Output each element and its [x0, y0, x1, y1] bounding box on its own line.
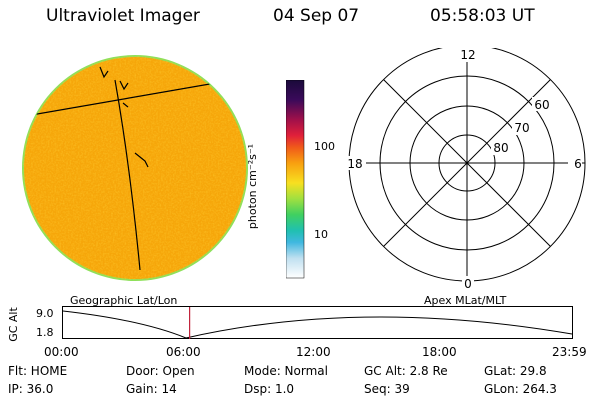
status-glat: GLat: 29.8	[484, 364, 547, 378]
colorbar-tick-10: 10	[314, 228, 328, 241]
status-gain: Gain: 14	[126, 382, 177, 396]
status-seq: Seq: 39	[364, 382, 410, 396]
uv-image-disk	[22, 55, 248, 281]
time-tick-0000: 00:00	[44, 345, 79, 359]
altitude-ytick-max: 9.0	[36, 307, 54, 320]
status-door: Door: Open	[126, 364, 195, 378]
time-tick-2359: 23:59	[552, 345, 587, 359]
status-ip: IP: 36.0	[8, 382, 54, 396]
mlt-label-12: 12	[460, 48, 475, 62]
status-gc-alt: GC Alt: 2.8 Re	[364, 364, 448, 378]
lat-label-60: 60	[534, 98, 549, 112]
app-title: Ultraviolet Imager	[46, 6, 200, 26]
mlt-label-18: 18	[347, 157, 362, 171]
date-label: 04 Sep 07	[273, 6, 360, 26]
time-tick-1800: 18:00	[422, 345, 457, 359]
status-glon: GLon: 264.3	[484, 382, 557, 396]
lat-label-80: 80	[493, 141, 508, 155]
status-mode: Mode: Normal	[244, 364, 328, 378]
altitude-ylabel: GC Alt	[6, 307, 20, 342]
disk-noise	[23, 56, 247, 280]
colorbar-tick-100: 100	[314, 140, 335, 153]
colorbar	[286, 80, 305, 279]
colorbar-unit-label: photon cm⁻²s⁻¹	[246, 143, 260, 230]
status-flt: Flt: HOME	[8, 364, 68, 378]
apex-mlat-mlt-label: Apex MLat/MLT	[424, 294, 507, 307]
mlt-label-6: 6	[574, 157, 582, 171]
altitude-ytick-min: 1.8	[36, 326, 54, 339]
status-dsp: Dsp: 1.0	[244, 382, 295, 396]
lat-label-70: 70	[514, 121, 529, 135]
time-tick-1200: 12:00	[296, 345, 331, 359]
mlt-label-0: 0	[464, 277, 472, 288]
polar-plot: 12 18 6 0 60 70 80	[344, 48, 586, 288]
time-label: 05:58:03 UT	[430, 6, 535, 26]
altitude-strip-plot	[62, 306, 573, 339]
time-tick-0600: 06:00	[166, 345, 201, 359]
geo-latlon-label: Geographic Lat/Lon	[70, 294, 178, 307]
